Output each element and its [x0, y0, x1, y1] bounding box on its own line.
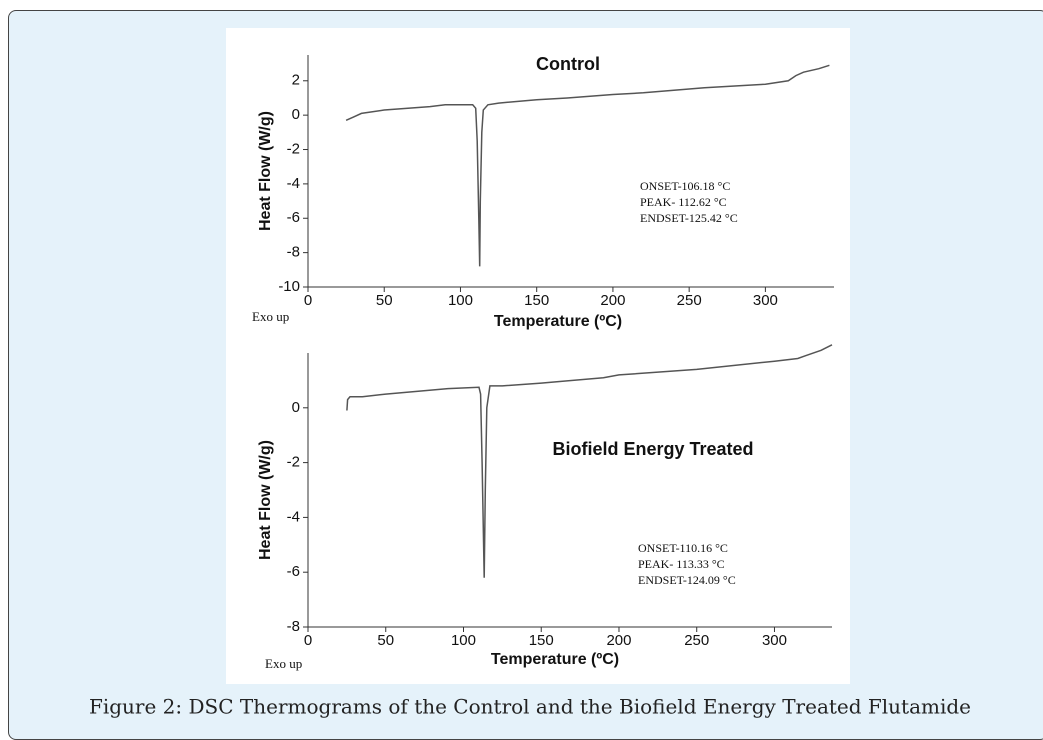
x-tick-label: 0 [304, 632, 312, 649]
x-tick-label: 150 [529, 632, 554, 649]
x-tick-label: 150 [524, 292, 549, 309]
x-tick-label: 50 [376, 292, 393, 309]
data-line [345, 64, 830, 267]
annotation: ENDSET-125.42 °C [640, 211, 738, 225]
chart-title: Biofield Energy Treated [552, 439, 753, 459]
y-tick-label: 2 [292, 72, 300, 89]
corner-label: Exo up [265, 656, 302, 671]
annotation: ONSET-106.18 °C [640, 179, 730, 193]
x-tick-label: 300 [762, 632, 787, 649]
x-tick-label: 250 [677, 292, 702, 309]
y-tick-label: -4 [287, 175, 300, 192]
y-tick-label: -8 [287, 244, 300, 261]
x-axis-label: Temperature (ºC) [494, 313, 622, 330]
image-area [226, 28, 850, 684]
annotation: PEAK- 113.33 °C [638, 557, 725, 571]
chart-title: Control [536, 54, 600, 74]
x-tick-label: 200 [600, 292, 625, 309]
x-tick-label: 100 [448, 292, 473, 309]
x-tick-label: 250 [684, 632, 709, 649]
annotation: PEAK- 112.62 °C [640, 195, 727, 209]
x-axis-label: Temperature (ºC) [491, 651, 619, 668]
annotation: ENDSET-124.09 °C [638, 573, 736, 587]
x-tick-label: 100 [451, 632, 476, 649]
y-tick-label: 0 [292, 106, 300, 123]
y-tick-label: -8 [287, 618, 300, 635]
y-tick-label: -2 [287, 140, 300, 157]
y-tick-label: -6 [287, 209, 300, 226]
x-tick-label: 50 [377, 632, 394, 649]
annotation: ONSET-110.16 °C [638, 541, 728, 555]
corner-label: Exo up [252, 309, 289, 324]
x-tick-label: 300 [753, 292, 778, 309]
y-tick-label: -2 [287, 454, 300, 471]
caption: Figure 2: DSC Thermograms of the Control… [89, 695, 971, 719]
y-axis-label: Heat Flow (W/g) [257, 111, 274, 231]
x-tick-label: 200 [606, 632, 631, 649]
x-tick-label: 0 [304, 292, 312, 309]
y-tick-label: -6 [287, 563, 300, 580]
y-tick-label: -4 [287, 508, 300, 525]
y-tick-label: 0 [292, 399, 300, 416]
y-tick-label: -10 [278, 278, 300, 295]
data-line [346, 344, 833, 578]
y-axis-label: Heat Flow (W/g) [257, 440, 274, 560]
